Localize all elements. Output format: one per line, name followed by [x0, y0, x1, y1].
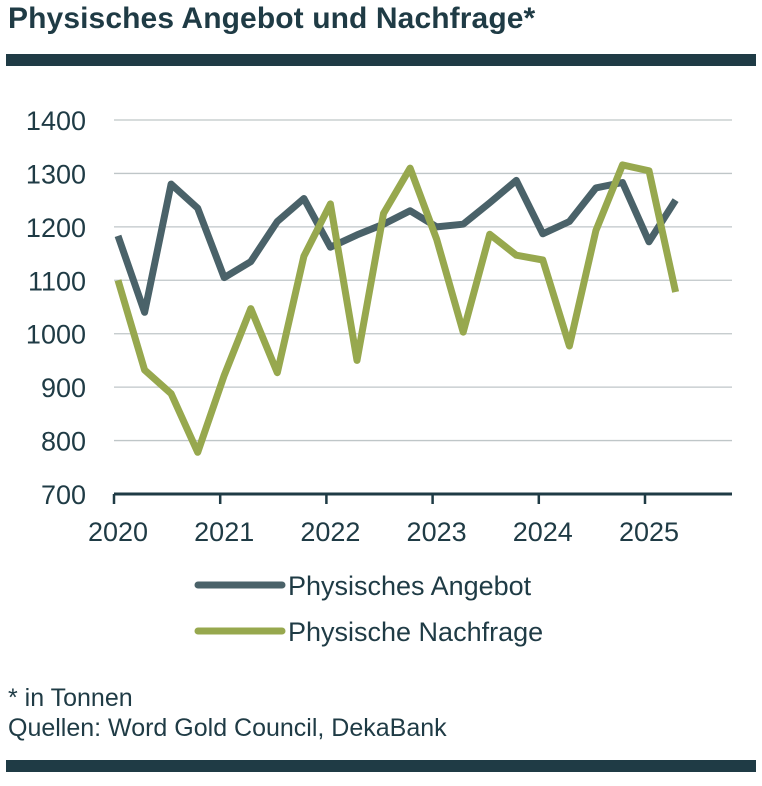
x-tick-label: 2022: [300, 517, 360, 547]
top-rule: [6, 54, 756, 66]
y-tick-label: 1000: [26, 320, 86, 350]
y-tick-label: 700: [41, 480, 86, 510]
series-lines: [114, 161, 680, 456]
x-tick-label: 2020: [88, 517, 148, 547]
chart-title: Physisches Angebot und Nachfrage*: [8, 2, 536, 35]
x-tick-label: 2025: [619, 517, 679, 547]
footnote: * in Tonnen: [8, 684, 133, 712]
x-axis: 2020 2021 2022 2023 2024 2025: [88, 492, 732, 547]
y-tick-label: 1300: [26, 159, 86, 189]
y-tick-label: 1400: [26, 106, 86, 136]
source-note: Quellen: Word Gold Council, DekaBank: [8, 714, 447, 742]
gridlines: [114, 119, 732, 442]
y-tick-label: 800: [41, 427, 86, 457]
x-tick-label: 2024: [513, 517, 573, 547]
series-line-1: [114, 176, 679, 316]
x-tick-label: 2021: [194, 517, 254, 547]
series-line-2: [114, 161, 680, 456]
legend: Physisches Angebot Physische Nachfrage: [194, 571, 543, 647]
y-axis-ticks: 700 800 900 1000 1100 1200 1300 1400: [26, 106, 86, 510]
bottom-rule: [6, 760, 756, 772]
legend-label-2: Physische Nachfrage: [288, 617, 543, 647]
y-tick-label: 1100: [28, 266, 86, 296]
x-tick-label: 2023: [407, 517, 467, 547]
y-tick-label: 900: [41, 373, 86, 403]
y-tick-label: 1200: [26, 213, 86, 243]
legend-label-1: Physisches Angebot: [288, 571, 532, 601]
